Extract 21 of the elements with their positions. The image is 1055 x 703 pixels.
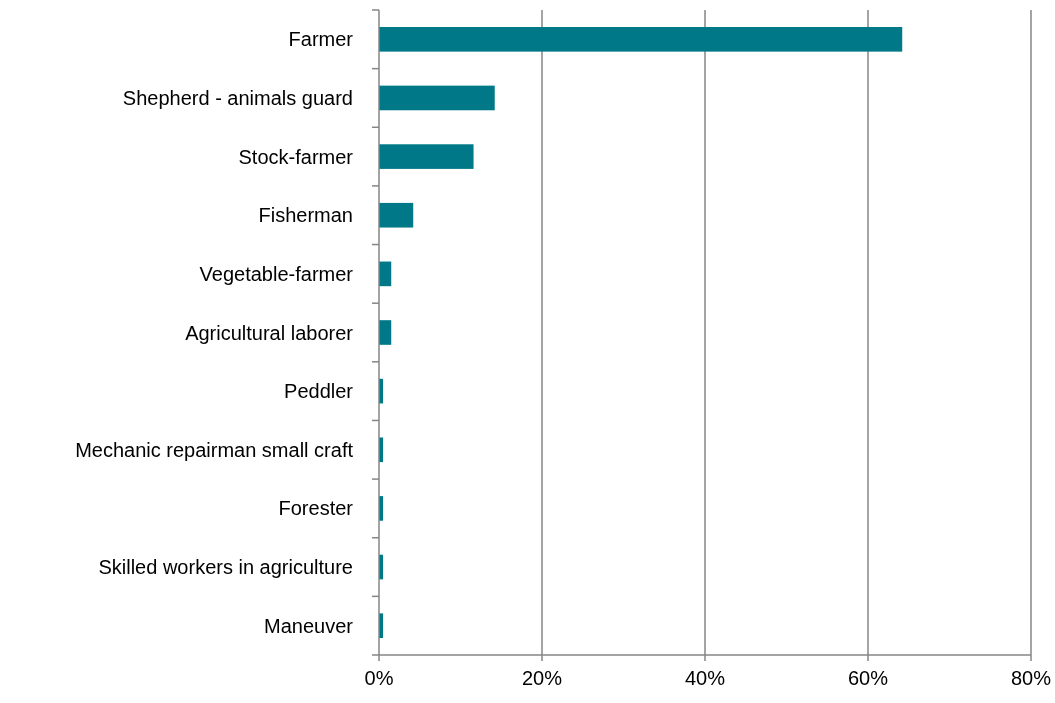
x-tick-label: 20% [521, 667, 563, 689]
x-tick-label: 0% [364, 667, 394, 689]
x-tick-label: 60% [847, 667, 889, 689]
y-tick-label: Maneuver [264, 614, 354, 637]
bar [379, 85, 495, 111]
bar [379, 144, 474, 169]
y-tick-label: Farmer [288, 28, 354, 51]
x-tick-label: 40% [684, 667, 726, 689]
y-tick-label: Forester [278, 497, 354, 520]
y-tick-label: Stock-farmer [238, 145, 354, 168]
y-tick-label: Shepherd - animals guard [122, 86, 353, 109]
y-tick-label: Mechanic repairman small craft [75, 438, 354, 461]
bar [379, 27, 903, 52]
y-tick-label: Skilled workers in agriculture [98, 556, 353, 579]
y-tick-label: Vegetable-farmer [199, 262, 354, 285]
x-tick-label: 80% [1010, 667, 1052, 689]
bar [379, 202, 414, 228]
y-tick-label: Fisherman [258, 204, 353, 227]
y-tick-label: Agricultural laborer [185, 321, 354, 344]
y-tick-label: Peddler [284, 380, 354, 403]
bar [379, 320, 392, 345]
